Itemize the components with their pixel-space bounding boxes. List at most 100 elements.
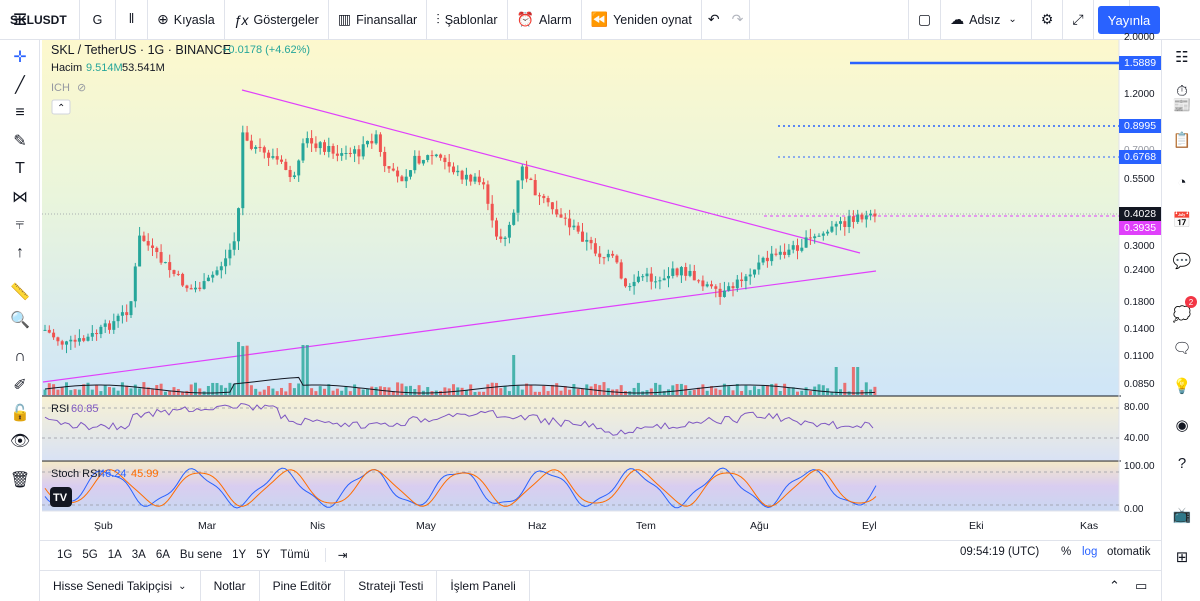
stoch-tick: 100.00 — [1124, 461, 1155, 472]
notes-icon[interactable]: 📋 — [1172, 132, 1192, 149]
price-chart[interactable]: ⌃ TV ⚙ — [40, 40, 1121, 540]
magnet-icon[interactable]: ∩ — [14, 348, 26, 365]
volume-bar — [95, 385, 99, 395]
ideas-icon[interactable]: 💭 — [1172, 306, 1192, 323]
help-icon[interactable]: ? — [1177, 454, 1187, 472]
pie-icon[interactable]: ◔ — [1177, 173, 1187, 191]
stream-icon[interactable]: ◉ — [1175, 417, 1189, 434]
layout-name-button[interactable]: ☁ Adsız ⌄ — [941, 0, 1032, 40]
volume-bar — [722, 383, 726, 395]
candle-body — [718, 288, 722, 297]
layout-name-label: Adsız — [969, 12, 1001, 27]
pencil-lock-icon[interactable]: ✐ — [13, 377, 27, 394]
publish-button[interactable]: Yayınla — [1098, 6, 1160, 34]
settings-button[interactable]: ⚙ — [1032, 0, 1064, 40]
news-icon[interactable]: 📰 — [1172, 97, 1192, 114]
time-tick: Mar — [198, 520, 217, 532]
tab-stock-screener[interactable]: Hisse Senedi Takipçisi ⌄ — [40, 570, 201, 601]
volume-bar — [366, 388, 369, 395]
eye-hidden-icon[interactable]: ⊘ — [77, 82, 87, 94]
interval-button[interactable]: G — [80, 0, 116, 40]
candle-body — [576, 225, 580, 232]
volume-bar — [507, 391, 511, 395]
range-5d[interactable]: 5G — [82, 548, 98, 561]
bulb-icon[interactable]: 💡 — [1172, 378, 1192, 395]
candle-body — [245, 132, 249, 141]
range-1m[interactable]: 1A — [107, 548, 122, 561]
ichimoku-label[interactable]: ICH ⊘ — [51, 81, 86, 94]
fullscreen-button[interactable]: ⤢ — [1063, 0, 1094, 40]
tab-strategy-tester[interactable]: Strateji Testi — [345, 570, 438, 601]
range-6m[interactable]: 6A — [155, 548, 170, 561]
range-5y[interactable]: 5Y — [256, 548, 271, 561]
maximize-panel-icon[interactable]: ▭ — [1135, 578, 1148, 593]
candle-body — [636, 276, 640, 282]
volume-bar — [56, 389, 60, 395]
tab-notes[interactable]: Notlar — [201, 570, 260, 601]
indicators-button[interactable]: ƒx Göstergeler — [225, 0, 329, 40]
volume-bar — [808, 391, 812, 395]
zoom-icon[interactable]: 🔍 — [10, 312, 30, 329]
range-1y[interactable]: 1Y — [232, 548, 247, 561]
lock-icon[interactable]: 🔓 — [10, 405, 30, 422]
layout-toggle-button[interactable]: ▢ — [907, 0, 942, 40]
candle-body — [783, 251, 787, 255]
menu-icon[interactable]: ☰ — [12, 12, 28, 29]
auto-scale-toggle[interactable]: otomatik — [1107, 546, 1151, 558]
candle-body — [335, 153, 339, 156]
crosshair-icon[interactable]: ✛ — [13, 49, 27, 66]
hierarchy-icon[interactable]: ⊞ — [1175, 549, 1189, 566]
trash-icon[interactable]: 🗑 — [9, 472, 31, 489]
volume-bar — [830, 391, 834, 395]
date-range-icon[interactable]: ⇥ — [324, 547, 353, 562]
ruler-icon[interactable]: 📏 — [10, 284, 30, 301]
chart-type-button[interactable]: 𝍪 — [116, 0, 148, 40]
percent-toggle[interactable]: % — [1061, 546, 1072, 558]
alerts-clock-icon[interactable]: ⏱ — [1176, 82, 1188, 100]
calendar-icon[interactable]: 📅 — [1172, 212, 1192, 229]
range-3m[interactable]: 3A — [131, 548, 146, 561]
volume-bar — [323, 388, 326, 395]
volume-bar — [800, 390, 804, 395]
candle-body — [361, 144, 365, 157]
financials-button[interactable]: ▥ Finansallar — [329, 0, 428, 40]
tab-trading-panel[interactable]: İşlem Paneli — [437, 570, 530, 601]
stoch-d-value: 45.99 — [131, 468, 159, 480]
time-tick: May — [416, 520, 436, 532]
clock-timezone[interactable]: 09:54:19 (UTC) — [960, 546, 1040, 558]
watchlist-icon[interactable]: ☷ — [1175, 49, 1189, 66]
range-1d[interactable]: 1G — [57, 548, 73, 561]
undo-button[interactable]: ↶ — [702, 0, 726, 40]
chat-bubble-icon[interactable]: 🗨 — [1172, 340, 1192, 357]
tv-screen-icon[interactable]: 📺 — [1172, 507, 1192, 524]
level-label-3: 0.6768 — [1119, 150, 1161, 164]
volume-bar — [396, 382, 400, 395]
log-toggle[interactable]: log — [1082, 546, 1098, 558]
time-tick: Şub — [94, 520, 113, 532]
templates-button[interactable]: ⫶ Şablonlar — [427, 0, 508, 40]
alert-button[interactable]: ⏰ Alarm — [508, 0, 582, 40]
compare-button[interactable]: ⊕ Kıyasla — [148, 0, 225, 40]
brush-icon[interactable]: ✎ — [13, 133, 27, 150]
eye-icon[interactable]: 👁 — [9, 433, 31, 450]
text-icon[interactable]: T — [15, 160, 25, 177]
candle-body — [705, 284, 709, 287]
volume-label: Hacim — [51, 62, 83, 74]
pattern-icon[interactable]: ⋈ — [12, 189, 28, 206]
candle-body — [800, 247, 804, 251]
replay-button[interactable]: ⏪ Yeniden oynat — [582, 0, 702, 40]
fib-icon[interactable]: ≡ — [15, 104, 25, 121]
range-all[interactable]: Tümü — [280, 548, 310, 561]
forecast-icon[interactable]: ⫧ — [15, 216, 25, 233]
candle-body — [284, 161, 288, 170]
collapse-panel-icon[interactable]: ⌃ — [1109, 578, 1120, 593]
chat-icon[interactable]: 💬 — [1172, 253, 1192, 270]
tab-pine-editor[interactable]: Pine Editör — [260, 570, 346, 601]
upper-trendline[interactable] — [241, 89, 861, 254]
trendline-icon[interactable]: ╱ — [15, 77, 25, 94]
legend-collapse-button[interactable] — [51, 99, 71, 115]
redo-button[interactable]: ↷ — [726, 0, 751, 40]
range-ytd[interactable]: Bu sene — [179, 548, 223, 561]
symbol-search-button[interactable]: SKLUSDT — [0, 0, 80, 40]
arrow-up-icon[interactable]: ↑ — [16, 244, 24, 261]
